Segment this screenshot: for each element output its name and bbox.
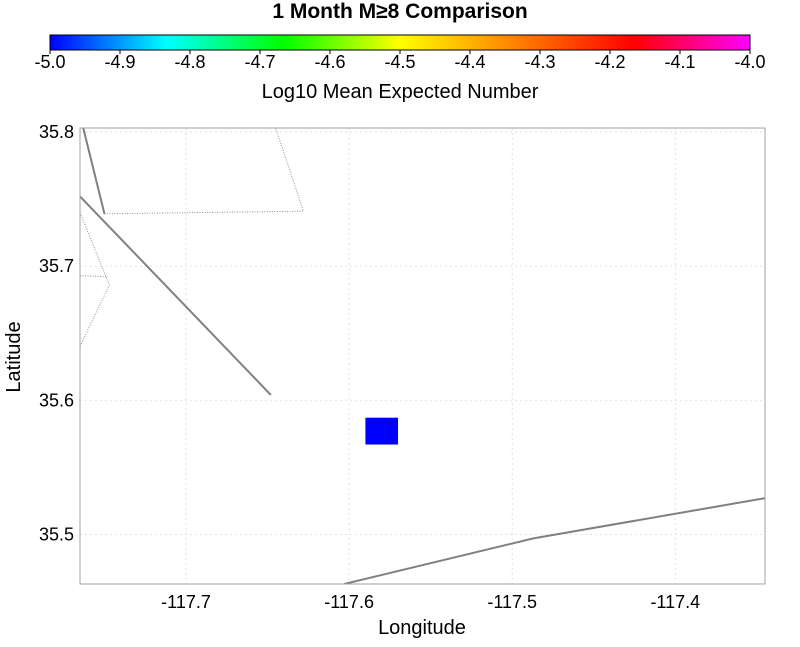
longitude-tick-label: -117.7 [161, 592, 211, 612]
plot-background [80, 128, 765, 584]
forecast-cell [365, 417, 399, 445]
longitude-tick-label: -117.5 [487, 592, 537, 612]
colorbar-tick-label: -4.6 [314, 52, 345, 72]
colorbar-tick-label: -5.0 [34, 52, 65, 72]
colorbar [49, 34, 751, 51]
colorbar-tick-label: -4.7 [244, 52, 275, 72]
colorbar-tick-label: -4.8 [174, 52, 205, 72]
longitude-tick-label: -117.4 [650, 592, 700, 612]
latitude-tick-label: 35.7 [39, 256, 74, 276]
colorbar-tick-label: -4.9 [104, 52, 135, 72]
y-axis-label: Latitude [3, 321, 25, 392]
colorbar-tick-label: -4.4 [454, 52, 485, 72]
colorbar-tick-label: -4.3 [524, 52, 555, 72]
latitude-tick-label: 35.6 [39, 390, 74, 410]
x-axis-label: Longitude [378, 617, 466, 639]
region-boundary-line [80, 212, 110, 347]
fault-traces [80, 128, 765, 584]
plot-frame [79, 127, 766, 585]
fault-line [82, 128, 106, 215]
region-boundaries [80, 128, 305, 347]
colorbar-tick-label: -4.1 [664, 52, 695, 72]
latitude-ticks: 35.5 35.6 35.7 35.8 [39, 122, 74, 544]
longitude-tick-label: -117.6 [324, 592, 374, 612]
region-boundary-line [80, 275, 108, 278]
colorbar-tick-label: -4.0 [734, 52, 765, 72]
longitude-ticks: -117.7 -117.6 -117.5 -117.4 [161, 592, 700, 612]
latitude-tick-label: 35.8 [39, 122, 74, 142]
colorbar-tick-label: -4.5 [384, 52, 415, 72]
latitude-tick-label: 35.5 [39, 524, 74, 544]
fault-line [343, 497, 765, 584]
colorbar-ticks: -5.0 -4.9 -4.8 -4.7 -4.6 -4.5 -4.4 -4.3 -4.2 -4.1… [34, 50, 766, 72]
gridlines [80, 128, 765, 584]
map-plot-area [79, 127, 766, 585]
figure-title: 1 Month M≥8 Comparison [272, 0, 527, 23]
fault-line [80, 195, 272, 396]
colorbar-label: Log10 Mean Expected Number [262, 81, 539, 103]
colorbar-tick-label: -4.2 [594, 52, 625, 72]
